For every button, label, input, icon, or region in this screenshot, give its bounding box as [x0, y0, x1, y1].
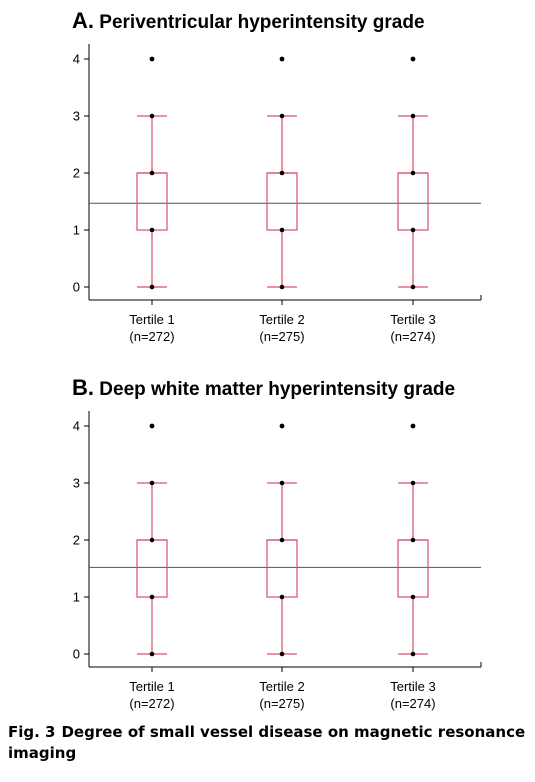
panel-a-box-2-category-sublabel: (n=275) [259, 329, 304, 344]
panel-b-y-tick-label-1: 1 [73, 590, 80, 605]
panel-a-box-1-point-2 [149, 170, 155, 176]
panel-a-box-1-point-1 [149, 227, 155, 233]
panel-a-box-2-point-1 [279, 227, 285, 233]
panel-b-box-2-point-0 [279, 651, 285, 657]
panel-a-box-3-iqr-rect [397, 172, 429, 231]
panel-b-box-2-category-label: Tertile 2 [259, 679, 305, 694]
panel-a-y-tick-label-0: 0 [73, 280, 80, 295]
panel-a-box-2-category-label: Tertile 2 [259, 312, 305, 327]
panel-a-box-1-point-3 [149, 113, 155, 119]
panel-b-y-tick-label-0: 0 [73, 647, 80, 662]
panel-a-box-1-point-0 [149, 284, 155, 290]
panel-a-box-3-point-0 [410, 284, 416, 290]
panel-b-y-tick-label-2: 2 [73, 533, 80, 548]
panel-b-y-tick-label-4: 4 [73, 419, 80, 434]
figure-caption: Fig. 3 Degree of small vessel disease on … [8, 722, 528, 764]
panel-b-box-3-iqr-rect [397, 539, 429, 598]
panel-a-letter: A. [72, 8, 94, 33]
panel-b-y-tick-label-3: 3 [73, 476, 80, 491]
panel-a-box-2-iqr-rect [266, 172, 298, 231]
panel-b-box-1-outlier-4 [149, 423, 155, 429]
panel-b-box-2-outlier-4 [279, 423, 285, 429]
panel-b-box-2-point-1 [279, 594, 285, 600]
panel-a-box-1-category-label: Tertile 1 [129, 312, 175, 327]
panel-a-box-2-point-2 [279, 170, 285, 176]
panel-b-title-text: Deep white matter hyperintensity grade [99, 379, 456, 400]
panel-b-box-1-point-2 [149, 537, 155, 543]
panel-a-y-tick-label-2: 2 [73, 166, 80, 181]
panel-b-box-3-point-3 [410, 480, 416, 486]
panel-a-box-3-point-2 [410, 170, 416, 176]
panel-a-box-3-point-1 [410, 227, 416, 233]
chart-panel-b: 0 1 2 3 4 Tertile 1 (n=272) Tertile 2 (n=275) Ter… [73, 411, 482, 711]
panel-a-y-tick-label-1: 1 [73, 223, 80, 238]
panel-a-box-3-category-label: Tertile 3 [390, 312, 436, 327]
panel-b-box-3-point-1 [410, 594, 416, 600]
panel-b-box-1-point-1 [149, 594, 155, 600]
panel-a-title-text: Periventricular hyperintensity grade [99, 12, 425, 33]
panel-b-box-3-category-label: Tertile 3 [390, 679, 436, 694]
panel-b-box-2-point-3 [279, 480, 285, 486]
panel-b-box-1-category-sublabel: (n=272) [129, 696, 174, 711]
chart-panel-a: 0 1 2 3 4 Tertile 1 (n=272) Tertile 2 (n=275) Ter… [73, 44, 482, 344]
panel-b-box-3-category-sublabel: (n=274) [390, 696, 435, 711]
panel-b-title: B. Deep white matter hyperintensity grad… [72, 375, 455, 401]
panel-a-box-3-outlier-4 [410, 56, 416, 62]
panel-b-box-1-iqr-rect [136, 539, 168, 598]
panel-b-box-3-point-2 [410, 537, 416, 543]
panel-a-box-2-outlier-4 [279, 56, 285, 62]
panel-b-box-2-point-2 [279, 537, 285, 543]
panel-b-box-1-category-label: Tertile 1 [129, 679, 175, 694]
panel-a-box-2-point-3 [279, 113, 285, 119]
panel-b-box-1-point-3 [149, 480, 155, 486]
panel-a-y-tick-label-4: 4 [73, 52, 80, 67]
panel-b-box-2-iqr-rect [266, 539, 298, 598]
panel-a-box-2-point-0 [279, 284, 285, 290]
panel-a-box-1-outlier-4 [149, 56, 155, 62]
panel-b-box-1-point-0 [149, 651, 155, 657]
panel-b-letter: B. [72, 375, 94, 400]
panel-b-box-3-point-0 [410, 651, 416, 657]
panel-b-box-3-outlier-4 [410, 423, 416, 429]
panel-a-box-3-point-3 [410, 113, 416, 119]
panel-a-box-3-category-sublabel: (n=274) [390, 329, 435, 344]
panel-b-box-2-category-sublabel: (n=275) [259, 696, 304, 711]
caption-label: Fig. 3 [8, 723, 56, 741]
panel-a-box-1-iqr-rect [136, 172, 168, 231]
panel-a-box-1-category-sublabel: (n=272) [129, 329, 174, 344]
panel-a-y-tick-label-3: 3 [73, 109, 80, 124]
caption-text: Degree of small vessel disease on magnet… [8, 723, 526, 762]
panel-a-title: A. Periventricular hyperintensity grade [72, 8, 425, 34]
